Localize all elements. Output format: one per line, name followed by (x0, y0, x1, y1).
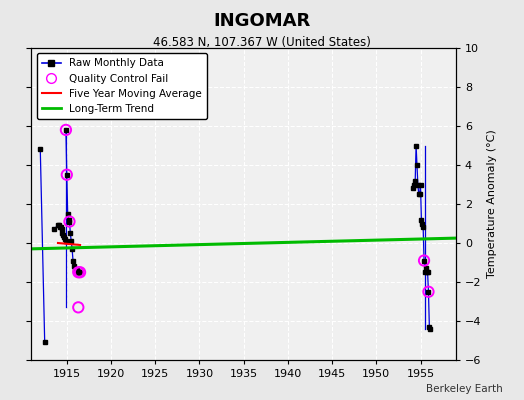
Point (420, 257, 428, 264)
Y-axis label: Temperature Anomaly (°C): Temperature Anomaly (°C) (487, 130, 497, 278)
Point (62, 127, 70, 133)
Text: 46.583 N, 107.367 W (United States): 46.583 N, 107.367 W (United States) (153, 36, 371, 49)
Point (66, 218, 74, 225)
Point (62, 172, 71, 178)
Point (74, 269, 82, 276)
Text: INGOMAR: INGOMAR (213, 12, 311, 30)
Legend: Raw Monthly Data, Quality Control Fail, Five Year Moving Average, Long-Term Tren: Raw Monthly Data, Quality Control Fail, … (37, 53, 207, 119)
Point (76, 269, 84, 276)
Text: Berkeley Earth: Berkeley Earth (427, 384, 503, 394)
Point (74, 304, 82, 310)
Point (424, 288, 433, 295)
